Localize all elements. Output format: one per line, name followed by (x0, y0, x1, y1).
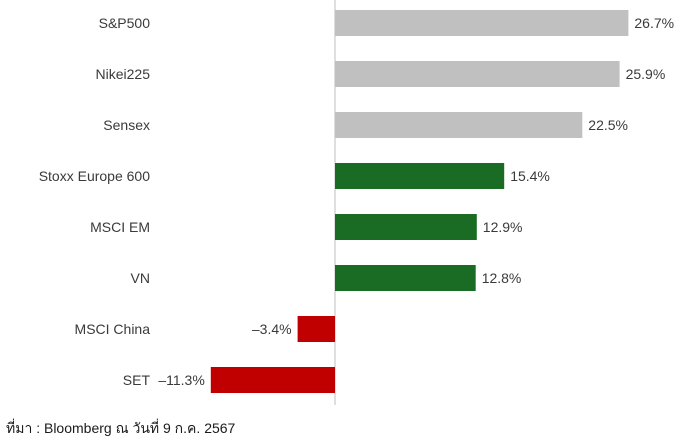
value-label: –11.3% (158, 372, 204, 388)
value-label: 12.9% (483, 219, 523, 235)
category-label: MSCI EM (90, 219, 150, 235)
bar (335, 61, 620, 87)
category-label: Sensex (103, 117, 150, 133)
value-label: –3.4% (252, 321, 292, 337)
category-label: VN (131, 270, 150, 286)
value-label: 22.5% (588, 117, 628, 133)
value-label: 25.9% (626, 66, 666, 82)
source-note: ที่มา : Bloomberg ณ วันที่ 9 ก.ค. 2567 (6, 420, 236, 436)
category-label: Nikei225 (96, 66, 151, 82)
bar (335, 265, 476, 291)
category-label: SET (123, 372, 151, 388)
bar (210, 367, 335, 393)
category-label: Stoxx Europe 600 (39, 168, 151, 184)
bar (335, 112, 583, 138)
bar (297, 316, 335, 342)
bar (335, 10, 629, 36)
value-label: 15.4% (510, 168, 550, 184)
bar (335, 163, 505, 189)
value-label: 12.8% (482, 270, 522, 286)
bar (335, 214, 477, 240)
category-label: MSCI China (75, 321, 151, 337)
value-label: 26.7% (634, 15, 674, 31)
category-label: S&P500 (99, 15, 151, 31)
